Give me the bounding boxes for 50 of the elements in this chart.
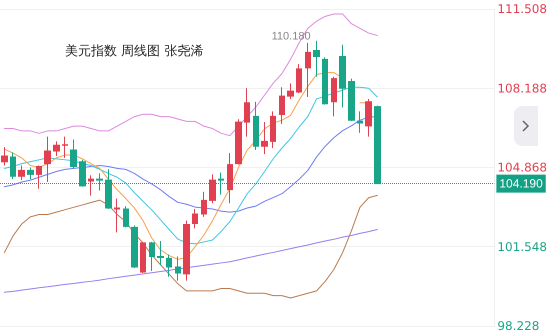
- candlestick: [149, 241, 155, 272]
- candlestick: [201, 191, 207, 218]
- candlestick: [270, 110, 276, 149]
- candlestick: [331, 76, 337, 117]
- y-tick-label: 108.188: [497, 81, 547, 96]
- candlestick: [287, 82, 294, 100]
- candlestick: [1, 146, 8, 166]
- candlestick: [279, 86, 285, 125]
- candlestick: [183, 220, 190, 282]
- candlestick: [114, 198, 120, 233]
- candlestick: [140, 241, 146, 274]
- candlestick: [18, 165, 25, 181]
- candlestick: [166, 254, 172, 278]
- candlestick: [44, 136, 51, 183]
- y-tick-label: 101.548: [497, 240, 547, 254]
- candlestick: [244, 88, 250, 138]
- candlestick: [27, 166, 34, 180]
- candlestick: [62, 136, 68, 158]
- candlestick: [339, 44, 346, 108]
- candlestick: [10, 152, 16, 180]
- candlestick: [36, 165, 42, 190]
- text: 美元指数 周线图 张尧浠: [65, 43, 204, 59]
- candlestick: [175, 256, 181, 282]
- y-tick-label: 98.228: [497, 319, 540, 332]
- y-tick-label: 111.508: [497, 2, 547, 16]
- candlestick: [88, 174, 94, 196]
- candlestick: [235, 118, 242, 166]
- candlestick: [123, 206, 129, 228]
- candlestick: [227, 152, 233, 204]
- candlestick: [70, 139, 77, 169]
- candlestick: [365, 98, 372, 138]
- ref-line-label: 104.190: [499, 176, 544, 191]
- candlestick: [348, 78, 355, 122]
- candlestick: [305, 42, 311, 98]
- candlestick: [157, 240, 164, 266]
- candlestick: [322, 56, 328, 106]
- y-tick-label: 104.868: [497, 160, 547, 174]
- line-series: [4, 229, 378, 293]
- line-series: [4, 86, 378, 244]
- candlestick: [296, 64, 302, 94]
- candlestick: [53, 140, 60, 156]
- candlestick: [131, 224, 138, 268]
- line-series: [4, 13, 378, 136]
- candlestick: [253, 101, 259, 151]
- candlestick: [261, 122, 268, 155]
- candlestick: [209, 174, 216, 204]
- candlestick: [313, 40, 320, 78]
- candlestick: [357, 110, 363, 134]
- line-series: [4, 194, 378, 299]
- candlestick: [192, 208, 198, 229]
